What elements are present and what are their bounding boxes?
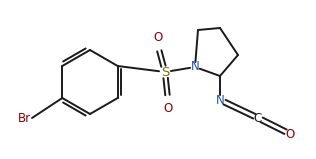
Text: N: N [216, 93, 224, 107]
Text: S: S [161, 66, 169, 79]
Text: C: C [254, 111, 262, 124]
Text: O: O [153, 31, 163, 44]
Text: O: O [163, 102, 173, 115]
Text: N: N [191, 61, 199, 73]
Text: Br: Br [18, 111, 31, 124]
Text: O: O [285, 128, 295, 141]
